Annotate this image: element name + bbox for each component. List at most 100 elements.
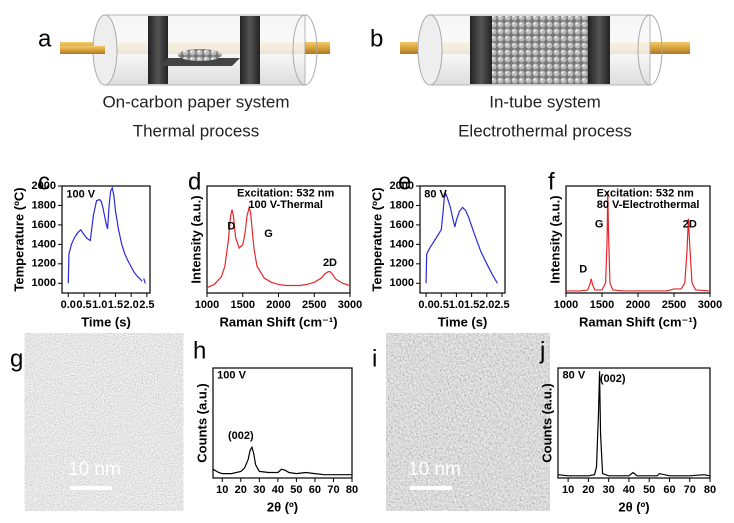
panel-letter: i bbox=[372, 345, 377, 372]
y-axis-label: Intensity (a.u.) bbox=[188, 195, 203, 283]
panel-letter: c bbox=[38, 168, 50, 195]
annotation: D bbox=[227, 221, 235, 233]
y-axis-label: Counts (a.u.) bbox=[539, 383, 554, 462]
scale-bar bbox=[410, 486, 452, 490]
x-tick-label: 50 bbox=[643, 484, 655, 496]
x-tick-label: 1000 bbox=[195, 299, 219, 311]
plot-frame bbox=[557, 367, 711, 479]
x-axis-label: Raman Shift (cm⁻¹) bbox=[579, 314, 697, 329]
x-tick-label: 2.0 bbox=[479, 299, 494, 311]
plot-frame bbox=[212, 367, 353, 479]
data-line bbox=[557, 371, 711, 477]
y-tick-label: 1000 bbox=[390, 277, 414, 289]
x-tick-label: 30 bbox=[603, 484, 615, 496]
x-tick-label: 80 bbox=[346, 484, 358, 496]
annotation: 2D bbox=[323, 257, 337, 269]
panel-letter: e bbox=[398, 168, 411, 195]
plot-frame bbox=[61, 185, 151, 294]
x-tick-label: 0.5 bbox=[76, 299, 91, 311]
data-line bbox=[566, 191, 711, 292]
tem-image-g bbox=[38, 348, 170, 496]
x-tick-label: 1.5 bbox=[108, 299, 123, 311]
x-tick-label: 2500 bbox=[662, 299, 686, 311]
annotation: Excitation: 532 nm bbox=[597, 187, 694, 199]
x-tick-label: 1500 bbox=[231, 299, 255, 311]
x-axis-label: Time (s) bbox=[438, 314, 488, 329]
annotation: G bbox=[595, 218, 604, 230]
y-tick-label: 1800 bbox=[32, 199, 56, 211]
caption: Thermal process bbox=[133, 121, 260, 140]
annotation: 80 V bbox=[563, 370, 586, 382]
annotation: 100 V-Thermal bbox=[248, 199, 323, 211]
y-tick-label: 2000 bbox=[32, 180, 56, 192]
panel-letter: b bbox=[370, 25, 383, 52]
data-line bbox=[212, 445, 352, 476]
annotation: 100 V bbox=[66, 188, 95, 200]
annotation: 80 V-Electrothermal bbox=[597, 199, 700, 211]
y-tick-label: 2000 bbox=[390, 180, 414, 192]
panel-letter: h bbox=[193, 337, 206, 364]
x-axis-label: 2θ (º) bbox=[267, 499, 298, 514]
x-tick-label: 2500 bbox=[302, 299, 326, 311]
panel-letter: f bbox=[548, 168, 555, 195]
y-tick-label: 1800 bbox=[390, 199, 414, 211]
illustration-a bbox=[60, 14, 330, 86]
annotation: G bbox=[264, 228, 273, 240]
data-line bbox=[67, 186, 146, 284]
y-tick-label: 1200 bbox=[390, 258, 414, 270]
x-tick-label: 0.0 bbox=[61, 299, 76, 311]
x-tick-label: 70 bbox=[327, 484, 339, 496]
caption: On-carbon paper system bbox=[102, 92, 289, 111]
x-tick-label: 20 bbox=[582, 484, 594, 496]
annotation: (002) bbox=[600, 373, 626, 385]
caption: In-tube system bbox=[489, 92, 601, 111]
x-tick-label: 1000 bbox=[554, 299, 578, 311]
y-axis-label: Temperature (ºC) bbox=[11, 187, 26, 291]
x-tick-label: 1.0 bbox=[449, 299, 464, 311]
x-tick-label: 70 bbox=[684, 484, 696, 496]
scale-bar bbox=[70, 486, 112, 490]
y-axis-label: Intensity (a.u.) bbox=[547, 195, 562, 283]
illustration-b bbox=[400, 14, 690, 86]
x-tick-label: 1.0 bbox=[92, 299, 107, 311]
annotation: D bbox=[579, 263, 587, 275]
y-axis-label: Temperature (ºC) bbox=[369, 187, 384, 291]
data-line bbox=[425, 192, 498, 284]
x-tick-label: 40 bbox=[272, 484, 284, 496]
x-tick-label: 2000 bbox=[266, 299, 290, 311]
x-tick-label: 10 bbox=[562, 484, 574, 496]
y-axis-label: Counts (a.u.) bbox=[194, 383, 209, 462]
x-tick-label: 30 bbox=[253, 484, 265, 496]
panel-letter: d bbox=[188, 168, 201, 195]
x-tick-label: 3000 bbox=[338, 299, 362, 311]
y-tick-label: 1000 bbox=[32, 277, 56, 289]
annotation: 80 V bbox=[424, 188, 447, 200]
panel-letter: j bbox=[539, 337, 545, 364]
x-axis-label: Time (s) bbox=[81, 314, 131, 329]
x-axis-label: Raman Shift (cm⁻¹) bbox=[219, 314, 337, 329]
panel-letter: g bbox=[10, 345, 23, 372]
y-tick-label: 1400 bbox=[32, 238, 56, 250]
scale-label: 10 nm bbox=[408, 459, 461, 480]
data-line bbox=[206, 205, 351, 289]
x-tick-label: 60 bbox=[309, 484, 321, 496]
annotation: 2D bbox=[683, 218, 697, 230]
x-tick-label: 2.5 bbox=[139, 299, 154, 311]
x-axis-label: 2θ (º) bbox=[618, 499, 649, 514]
x-tick-label: 0.0 bbox=[418, 299, 433, 311]
x-tick-label: 50 bbox=[290, 484, 302, 496]
scale-label: 10 nm bbox=[68, 459, 121, 480]
x-tick-label: 2000 bbox=[626, 299, 650, 311]
x-tick-label: 60 bbox=[663, 484, 675, 496]
x-tick-label: 1.5 bbox=[464, 299, 479, 311]
y-tick-label: 1400 bbox=[390, 238, 414, 250]
x-tick-label: 2.0 bbox=[123, 299, 138, 311]
plot-frame bbox=[419, 185, 506, 294]
annotation: 100 V bbox=[217, 370, 246, 382]
x-tick-label: 3000 bbox=[698, 299, 722, 311]
caption: Electrothermal process bbox=[458, 121, 632, 140]
x-tick-label: 1500 bbox=[590, 299, 614, 311]
x-tick-label: 2.5 bbox=[494, 299, 509, 311]
y-tick-label: 1600 bbox=[32, 219, 56, 231]
x-tick-label: 10 bbox=[216, 484, 228, 496]
